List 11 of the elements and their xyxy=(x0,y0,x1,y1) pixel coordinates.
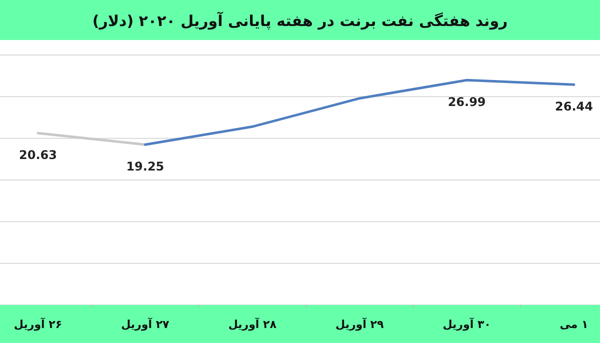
x-tick-label: ۲۹ آوریل xyxy=(336,317,384,331)
x-tick-label: ۲۶ آوریل xyxy=(14,317,62,331)
x-tick-label: ۲۸ آوریل xyxy=(228,317,277,331)
x-tick-label: ۱ می xyxy=(560,318,588,331)
data-label: 26.99 xyxy=(448,95,486,110)
data-label: 19.25 xyxy=(126,160,164,174)
chart-title: روند هفتگی نفت برنت در هفته پایانی آوریل ۲۰۲۰ (دلار) xyxy=(92,11,508,30)
x-tick-label: ۲۷ آوریل xyxy=(121,317,170,331)
x-tick-label: ۳۰ آوریل xyxy=(442,317,491,331)
data-label: 20.63 xyxy=(19,148,57,162)
data-label: 26.44 xyxy=(555,100,593,114)
